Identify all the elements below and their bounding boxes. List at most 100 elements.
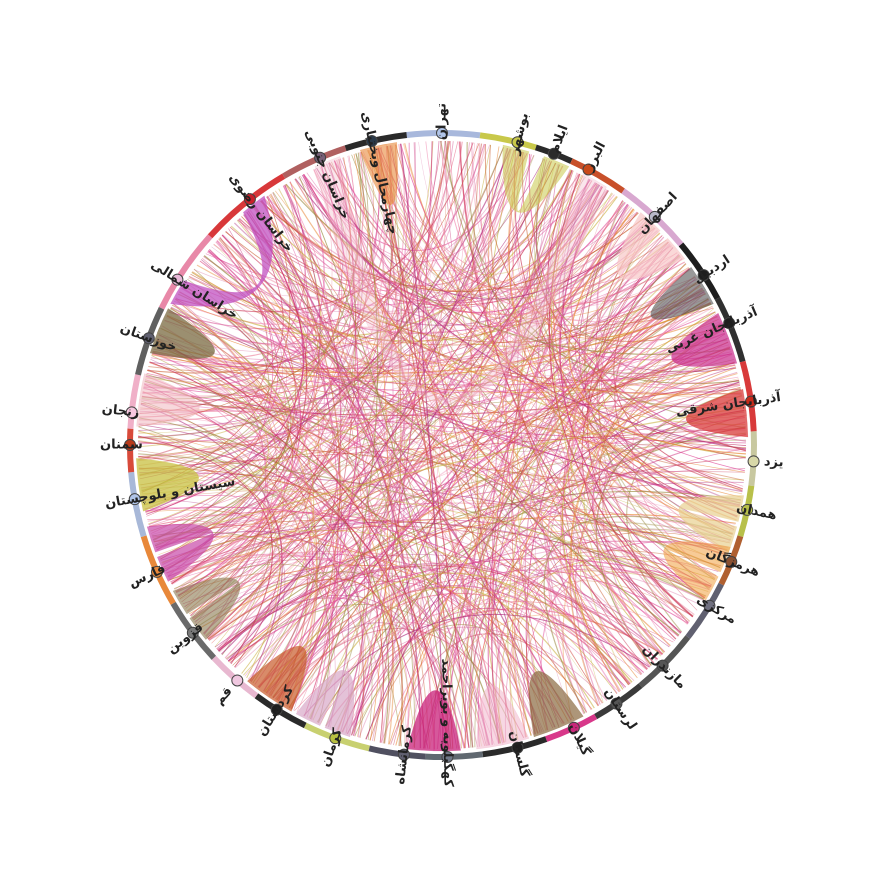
chord-ribbon (263, 185, 342, 692)
chord-ribbon (150, 358, 365, 738)
chord-ribbon (199, 513, 736, 629)
province-node[interactable] (231, 674, 244, 687)
chord-ribbon (156, 228, 274, 551)
chord-ribbon (265, 586, 632, 693)
chord-ribbon (218, 491, 742, 652)
chord-ribbon (558, 172, 670, 647)
chord-ribbon (574, 381, 740, 705)
province-node[interactable] (656, 659, 669, 672)
chord-ribbon (191, 271, 664, 655)
chord-ribbon (218, 195, 325, 652)
province-node[interactable] (744, 395, 757, 408)
chord-ribbon (187, 278, 403, 746)
province-node[interactable] (582, 163, 595, 176)
chord-ribbon (153, 406, 744, 543)
chord-ribbon (149, 361, 384, 743)
chord-ribbon (373, 148, 614, 276)
province-node[interactable] (547, 147, 560, 160)
chord-ribbon (163, 182, 597, 569)
province-node[interactable] (741, 503, 754, 516)
chord-ribbon (151, 316, 718, 378)
chord-ribbon (393, 235, 663, 746)
chord-ribbon (141, 151, 369, 400)
chord-ribbon (468, 298, 709, 748)
chord-ribbon (138, 453, 705, 600)
province-node[interactable] (243, 193, 256, 206)
chord-ribbon (459, 141, 677, 640)
province-node[interactable] (441, 750, 454, 763)
province-node[interactable] (124, 439, 136, 451)
province-node[interactable] (511, 741, 524, 754)
province-node[interactable] (329, 732, 342, 745)
province-node[interactable] (511, 136, 524, 149)
chord-ribbon (285, 183, 731, 355)
chord-ribbon (374, 148, 717, 577)
chord-ribbon (276, 577, 662, 701)
chord-ribbon (141, 233, 661, 490)
province-node[interactable] (725, 555, 738, 568)
province-arc (207, 173, 286, 239)
chord-ribbon (391, 145, 547, 731)
chord-ribbon (268, 179, 591, 696)
chord-ribbon (378, 147, 643, 675)
province-node[interactable] (186, 626, 199, 639)
chord-ribbon (536, 158, 728, 350)
province-label: اردبیل (691, 252, 733, 287)
chord-ribbon (440, 140, 741, 389)
province-node[interactable] (171, 273, 184, 286)
chord-ribbon (534, 158, 732, 538)
chord-ribbon (423, 148, 511, 749)
chord-ribbon (144, 240, 278, 510)
chord-ribbon (196, 148, 512, 625)
chord-ribbon (470, 143, 515, 741)
chord-ribbon (153, 147, 505, 542)
chord-ribbon (570, 341, 729, 706)
province-node[interactable] (128, 493, 141, 506)
chord-ribbon (171, 304, 732, 377)
province-node[interactable] (125, 406, 138, 419)
chord-ribbon (478, 143, 679, 637)
province-node[interactable] (648, 210, 661, 223)
chord-ribbon (138, 427, 746, 470)
province-node[interactable] (610, 697, 623, 710)
province-label: گیلان (565, 721, 594, 759)
chord-ribbon (152, 289, 704, 370)
chord-ribbon (149, 362, 635, 681)
chord-ribbon (151, 355, 283, 648)
chord-ribbon (156, 339, 450, 749)
province-node[interactable] (703, 599, 716, 612)
province-node[interactable] (150, 565, 163, 578)
chord-ribbon (536, 164, 679, 637)
province-node[interactable] (270, 703, 283, 716)
chord-ribbon (138, 155, 535, 439)
chord-ribbon (268, 194, 604, 704)
chord-ribbon (375, 148, 406, 743)
province-node[interactable] (723, 317, 736, 330)
chord-ribbon (138, 291, 705, 461)
province-node[interactable] (397, 748, 410, 761)
province-arc (127, 374, 141, 429)
chord-ribbon (160, 141, 459, 560)
chord-ribbon (574, 227, 688, 625)
chord-band (407, 690, 461, 752)
province-node[interactable] (142, 332, 155, 345)
chord-ribbon (138, 149, 515, 438)
province-node[interactable] (747, 455, 760, 468)
province-node[interactable] (314, 151, 327, 164)
chord-ribbon (495, 564, 704, 744)
chord-ribbon (151, 152, 364, 360)
province-arc (479, 132, 537, 151)
chord-ribbon (353, 153, 389, 741)
chord-ribbon (598, 329, 724, 622)
chord-ribbon (175, 232, 661, 345)
province-node[interactable] (436, 127, 448, 139)
province-label: زنجان (101, 402, 140, 421)
chord-band (314, 156, 607, 404)
chord-ribbon (581, 268, 691, 634)
chord-ribbon (144, 507, 333, 723)
province-node[interactable] (697, 269, 710, 282)
province-node[interactable] (567, 721, 580, 734)
chord-ribbon (351, 154, 705, 600)
chord-ribbon (137, 440, 415, 748)
province-node[interactable] (365, 134, 378, 147)
